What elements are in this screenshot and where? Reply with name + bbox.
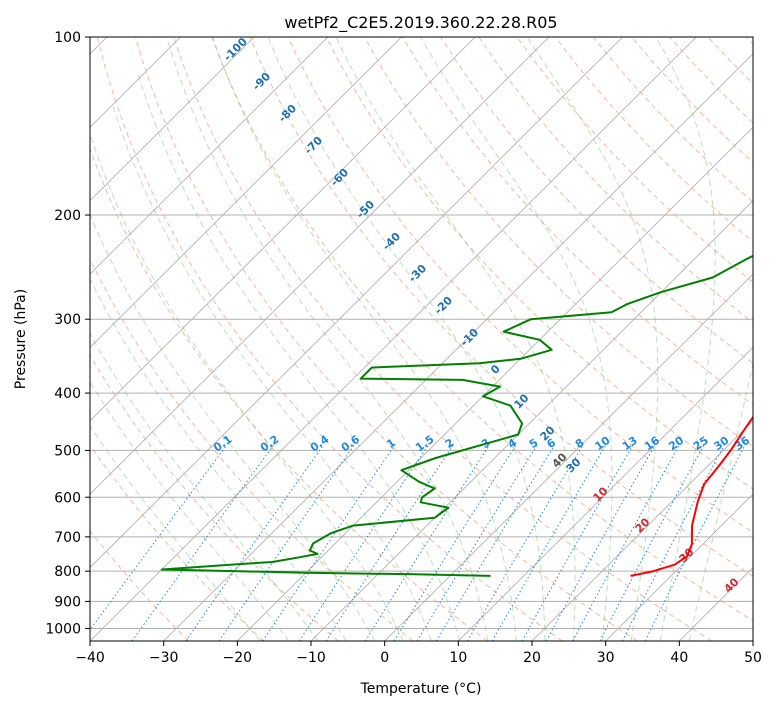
x-tick-label: 40 bbox=[670, 650, 688, 666]
x-tick-label: 20 bbox=[523, 650, 541, 666]
x-tick-label: 0 bbox=[380, 650, 389, 666]
dry-adiabat-line bbox=[90, 147, 488, 641]
dry-adiabat-line bbox=[173, 37, 712, 641]
y-axis-label: Pressure (hPa) bbox=[13, 289, 29, 389]
moist-adiabat-line bbox=[90, 380, 290, 641]
moist-adiabat-line bbox=[688, 360, 753, 641]
mixing-ratio-line bbox=[393, 444, 517, 641]
x-tick-label: −40 bbox=[75, 650, 105, 666]
dry-adiabat-line bbox=[249, 37, 753, 577]
isotherm-line bbox=[90, 37, 255, 202]
y-tick-label: 300 bbox=[54, 312, 81, 328]
isotherm-line bbox=[384, 273, 753, 641]
y-tick-label: 200 bbox=[54, 208, 81, 224]
moist-adiabat-line bbox=[90, 213, 376, 641]
dry-adiabat-line bbox=[96, 37, 563, 641]
mixing-ratio-line bbox=[364, 444, 490, 641]
y-tick-label: 1000 bbox=[45, 621, 81, 637]
dry-adiabat-line bbox=[402, 37, 753, 406]
isotherm-line bbox=[90, 37, 550, 495]
dry-adiabat-line bbox=[516, 37, 753, 283]
y-tick-label: 700 bbox=[54, 530, 81, 546]
y-tick-label: 100 bbox=[54, 30, 81, 46]
x-tick-label: −20 bbox=[223, 650, 253, 666]
x-tick-label: −10 bbox=[296, 650, 326, 666]
mixing-ratio-line bbox=[621, 444, 725, 641]
isotherm-line bbox=[163, 53, 753, 641]
x-axis-label: Temperature (°C) bbox=[360, 681, 482, 697]
y-tick-label: 400 bbox=[54, 386, 81, 402]
x-tick-label: 30 bbox=[597, 650, 615, 666]
isotherm-line bbox=[237, 126, 753, 641]
isotherm-line bbox=[458, 346, 753, 641]
isotherm-line bbox=[90, 37, 623, 569]
moist-adiabat-line bbox=[420, 37, 613, 641]
moist-adiabat-line bbox=[526, 37, 659, 641]
isotherm-line bbox=[90, 37, 697, 641]
moist-adiabat-line bbox=[335, 37, 576, 641]
dry-adiabat-line bbox=[90, 444, 264, 641]
moist-adiabat-line bbox=[267, 37, 546, 641]
x-tick-label: −30 bbox=[149, 650, 179, 666]
moist-adiabat-line bbox=[212, 37, 517, 641]
moist-adiabat-line bbox=[90, 332, 319, 641]
isotherm-line bbox=[605, 493, 753, 641]
mixing-ratio-line bbox=[298, 444, 429, 641]
x-tick-label: 10 bbox=[449, 650, 467, 666]
chart-title: wetPf2_C2E5.2019.360.22.28.R05 bbox=[284, 13, 557, 33]
y-tick-label: 800 bbox=[54, 564, 81, 580]
plot-frame bbox=[89, 36, 754, 642]
mixing-ratio-line bbox=[185, 444, 324, 641]
isotherm-line bbox=[90, 37, 329, 275]
mixing-ratio-line bbox=[521, 444, 634, 641]
mixing-ratio-line bbox=[644, 444, 746, 641]
dry-adiabat-line bbox=[90, 354, 339, 641]
dry-adiabat-line bbox=[287, 37, 753, 533]
dry-adiabat-line bbox=[134, 37, 638, 641]
profile-line bbox=[160, 254, 753, 577]
dry-adiabat-line bbox=[90, 530, 190, 641]
y-tick-label: 900 bbox=[54, 594, 81, 610]
mixing-ratio-line bbox=[131, 444, 274, 641]
mixing-ratio-line bbox=[416, 444, 538, 641]
y-tick-label: 600 bbox=[54, 490, 81, 506]
moist-adiabat-line bbox=[166, 37, 489, 641]
isotherm-line bbox=[90, 37, 402, 348]
dry-adiabat-line bbox=[90, 257, 414, 641]
moist-adiabat-line bbox=[137, 72, 461, 641]
x-tick-label: 50 bbox=[744, 650, 762, 666]
moist-adiabat-line bbox=[90, 425, 261, 641]
mixing-ratio-line bbox=[262, 444, 396, 641]
isotherm-line bbox=[90, 37, 476, 422]
moist-adiabat-line bbox=[111, 104, 432, 641]
y-tick-label: 500 bbox=[54, 443, 81, 459]
moist-adiabat-line bbox=[655, 37, 716, 641]
mixing-ratio-line bbox=[435, 444, 555, 641]
isotherm-line bbox=[531, 420, 753, 641]
mixing-ratio-line bbox=[325, 444, 454, 641]
mixing-ratio-line bbox=[467, 444, 584, 641]
moist-adiabat-line bbox=[90, 132, 404, 641]
mixing-ratio-line bbox=[545, 444, 656, 641]
dry-adiabat-line bbox=[211, 37, 753, 622]
profile-line bbox=[630, 415, 753, 577]
dry-adiabat-line bbox=[440, 37, 753, 365]
